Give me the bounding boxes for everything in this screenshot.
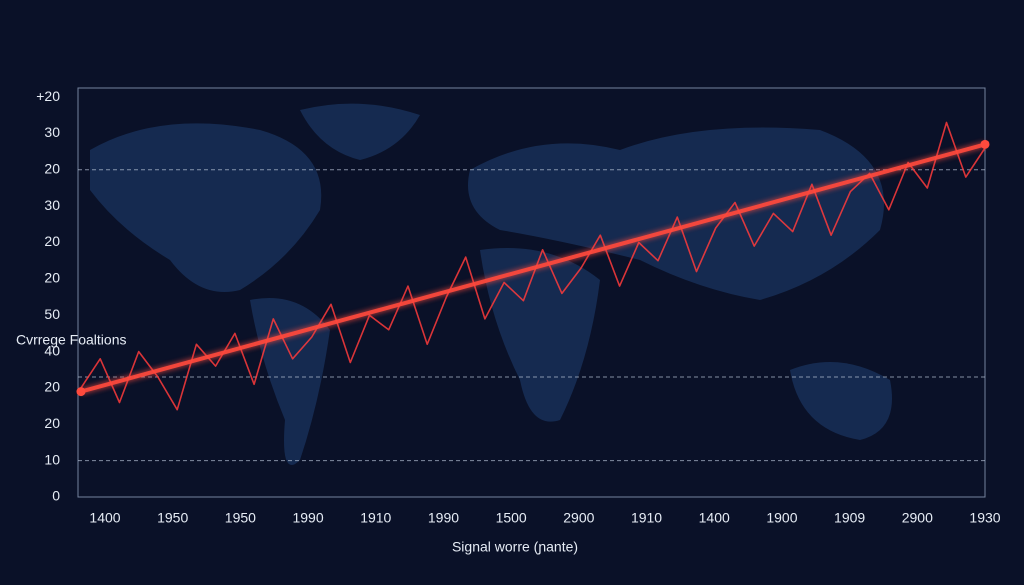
y-tick-label: 20	[44, 415, 60, 431]
y-tick-label: +20	[36, 88, 60, 104]
trend-end	[76, 387, 86, 397]
y-tick-label: 20	[44, 161, 60, 177]
x-axis-label: Signal worre (ɲante)	[452, 539, 578, 555]
x-tick-label: 1930	[969, 510, 1000, 526]
y-tick-label: 50	[44, 306, 60, 322]
x-tick-label: 1909	[834, 510, 865, 526]
x-tick-label: 2900	[902, 510, 933, 526]
world-map	[90, 103, 892, 465]
trend-line	[80, 142, 986, 394]
y-axis-label: Cvrrege Foaltions	[16, 332, 127, 348]
x-tick-label: 1500	[496, 510, 527, 526]
x-tick-label: 1990	[292, 510, 323, 526]
x-tick-label: 1990	[428, 510, 459, 526]
plot-frame	[77, 87, 986, 498]
x-tick-label: 1910	[631, 510, 662, 526]
x-tick-label: 1950	[157, 510, 188, 526]
y-tick-label: 20	[44, 233, 60, 249]
y-tick-label: 0	[52, 488, 60, 504]
x-tick-label: 1900	[766, 510, 797, 526]
y-tick-label: 10	[44, 451, 60, 467]
x-tick-label: 1400	[89, 510, 120, 526]
x-tick-label: 1400	[699, 510, 730, 526]
y-tick-label: 30	[44, 197, 60, 213]
x-tick-label: 2900	[563, 510, 594, 526]
y-tick-label: 20	[44, 270, 60, 286]
trend-end	[980, 139, 990, 149]
signal-line	[80, 121, 986, 411]
y-tick-label: 20	[44, 379, 60, 395]
x-tick-label: 1950	[225, 510, 256, 526]
y-tick-label: 30	[44, 124, 60, 140]
y-tick-label: 40	[44, 342, 60, 358]
x-tick-label: 1910	[360, 510, 391, 526]
